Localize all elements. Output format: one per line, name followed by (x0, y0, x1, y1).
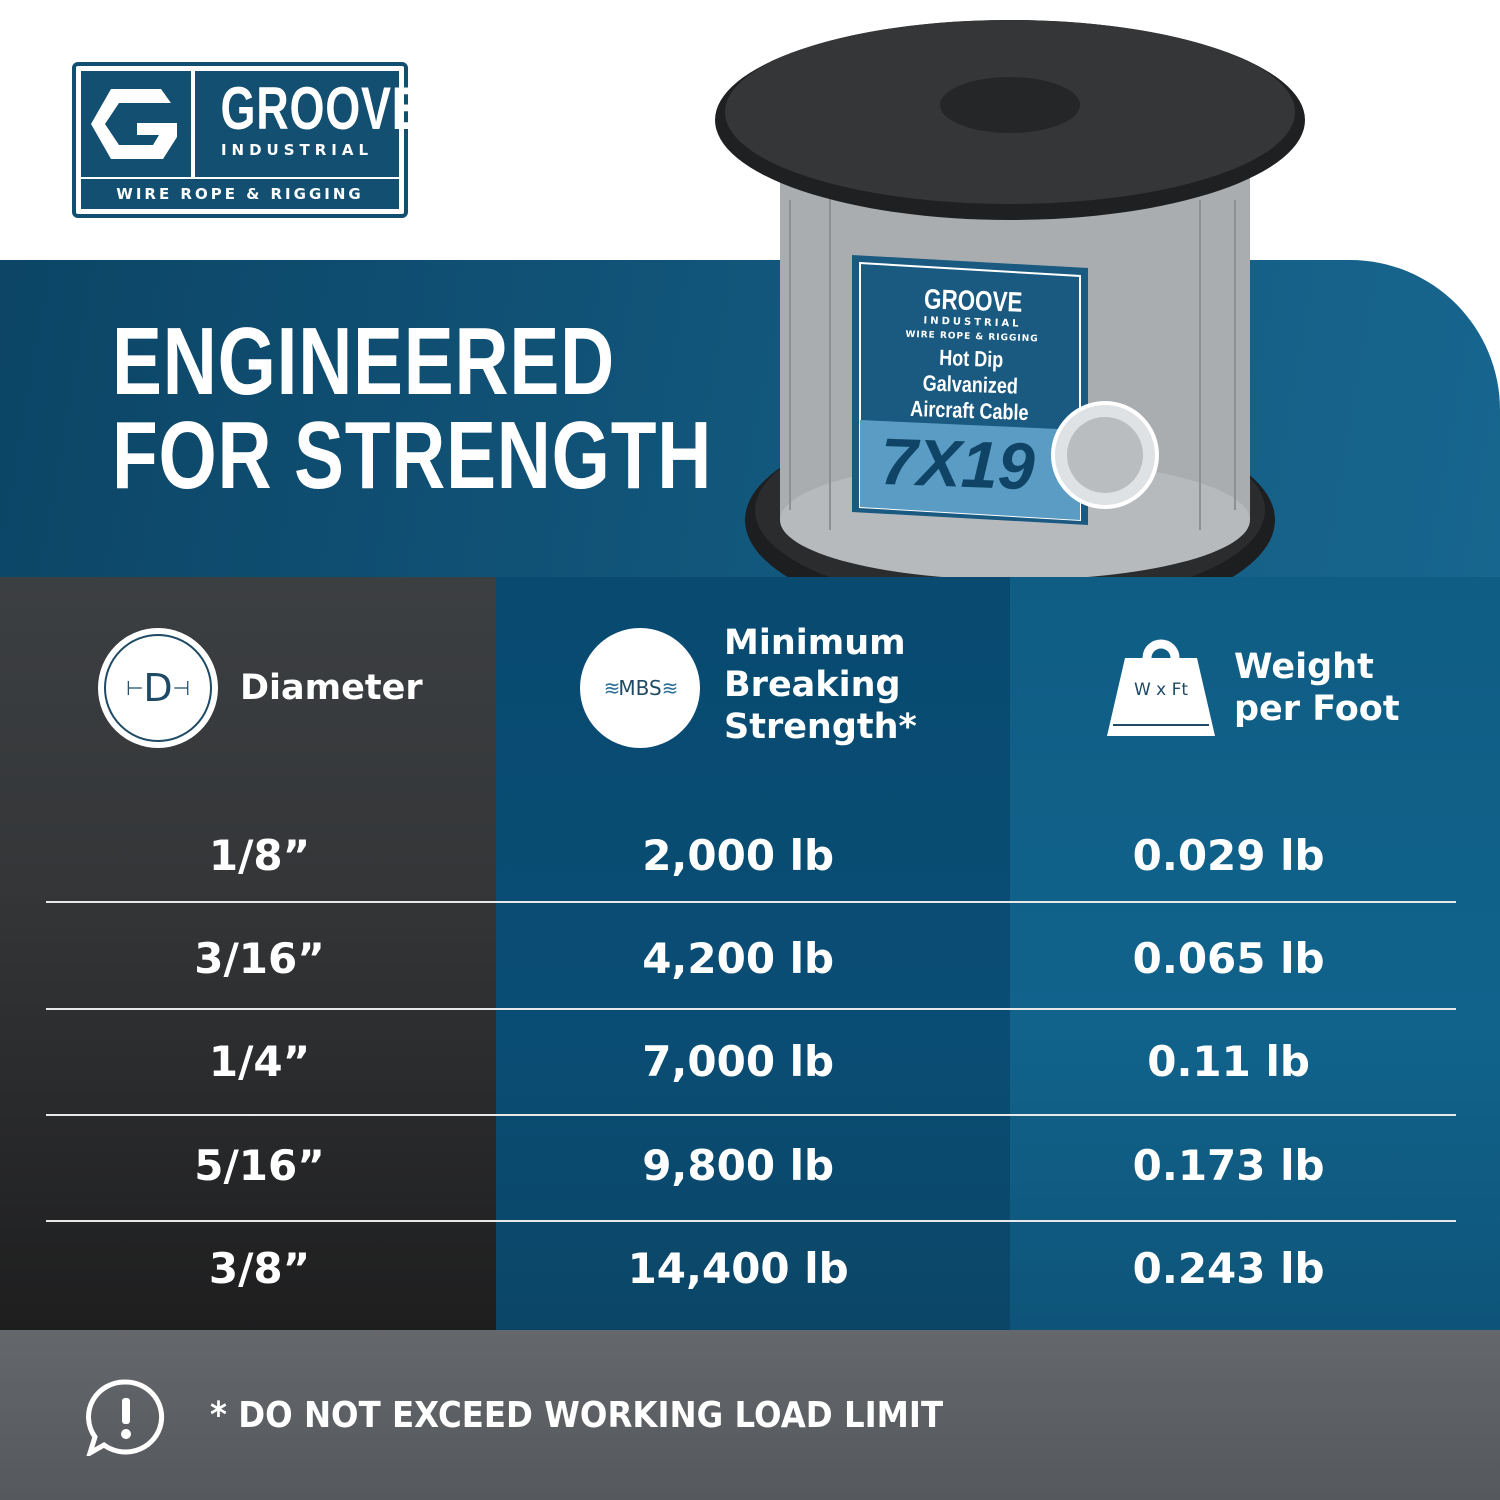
row-divider (46, 1008, 1456, 1010)
cell-weight: 0.243 lb (1132, 1243, 1325, 1293)
g-logo-icon (81, 71, 191, 177)
header-mbs-line-1: Minimum (724, 623, 906, 663)
headline-line-1: ENGINEERED (112, 308, 615, 415)
header-mbs: Minimum Breaking Strength* (724, 622, 917, 748)
spool-product-line-1: Hot Dip Galvanized (922, 344, 1019, 399)
weight-icon-text: W x Ft (1133, 680, 1189, 700)
header-weight-line-2: per Foot (1234, 689, 1400, 729)
cell-mbs: 9,800 lb (642, 1140, 835, 1190)
table-row: 3/8” 14,400 lb 0.243 lb (0, 1216, 1500, 1320)
cell-mbs: 7,000 lb (642, 1036, 835, 1086)
headline: ENGINEERED FOR STRENGTH (112, 308, 713, 509)
weight-column (1010, 577, 1500, 1330)
table-row: 3/16” 4,200 lb 0.065 lb (0, 906, 1500, 1010)
warning-text: * DO NOT EXCEED WORKING LOAD LIMIT (210, 1395, 944, 1436)
weight-icon: W x Ft (1105, 628, 1217, 738)
brand-sub: INDUSTRIAL (220, 141, 374, 159)
cell-diameter: 5/16” (194, 1140, 325, 1190)
header-weight: Weight per Foot (1234, 646, 1400, 730)
brand-logo: GROOVE INDUSTRIAL WIRE ROPE & RIGGING (72, 62, 422, 218)
cell-weight: 0.065 lb (1132, 933, 1325, 983)
spool-brand: GROOVE (923, 283, 1023, 318)
diameter-icon-text: D (143, 666, 173, 710)
row-divider (46, 1220, 1456, 1222)
cell-diameter: 1/4” (208, 1036, 311, 1086)
table-row: 1/4” 7,000 lb 0.11 lb (0, 1009, 1500, 1113)
diameter-icon: ⊢ D ⊣ (98, 628, 218, 748)
mbs-icon-text: MBS (618, 676, 662, 700)
mbs-rope-icon: ≋ MBS ≋ (580, 628, 700, 748)
footer-band (0, 1330, 1500, 1500)
row-divider (46, 1114, 1456, 1116)
cell-mbs: 14,400 lb (627, 1243, 849, 1293)
header-mbs-line-3: Strength* (724, 707, 917, 747)
header-diameter: Diameter (240, 668, 423, 708)
cell-weight: 0.029 lb (1132, 830, 1325, 880)
table-row: 1/8” 2,000 lb 0.029 lb (0, 803, 1500, 907)
row-divider (46, 901, 1456, 903)
cell-diameter: 1/8” (208, 830, 311, 880)
headline-line-2: FOR STRENGTH (112, 402, 713, 509)
cell-weight: 0.11 lb (1147, 1036, 1310, 1086)
cell-diameter: 3/8” (208, 1243, 311, 1293)
cell-diameter: 3/16” (194, 933, 325, 983)
table-row: 5/16” 9,800 lb 0.173 lb (0, 1113, 1500, 1217)
spool-product-line-2: Aircraft Cable (909, 395, 1029, 426)
cell-weight: 0.173 lb (1132, 1140, 1325, 1190)
spool-construction: 7X19 (879, 423, 1036, 504)
header-mbs-line-2: Breaking (724, 665, 901, 705)
spool-product: Hot Dip Galvanized Aircraft Cable (891, 343, 1049, 426)
cell-mbs: 4,200 lb (642, 933, 835, 983)
cell-mbs: 2,000 lb (642, 830, 835, 880)
brand-tagline: WIRE ROPE & RIGGING (81, 179, 399, 209)
diameter-column (0, 577, 496, 1330)
warning-speech-icon (85, 1378, 166, 1459)
header-weight-line-1: Weight (1234, 647, 1374, 687)
